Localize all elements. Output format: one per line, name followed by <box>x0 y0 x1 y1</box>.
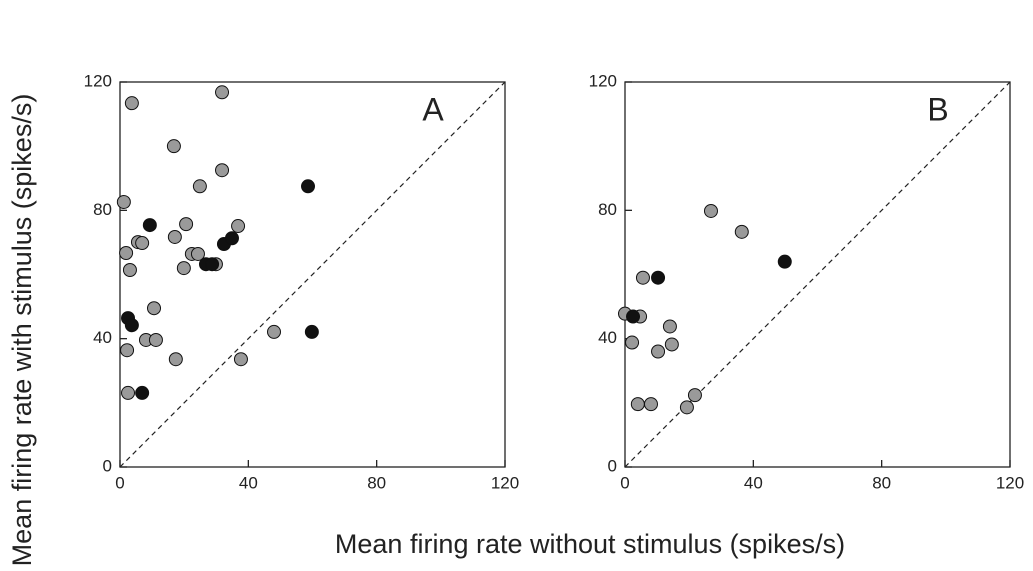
y-tick-label: 80 <box>598 200 617 219</box>
x-tick-label: 120 <box>491 473 519 492</box>
y-tick-label: 120 <box>589 71 617 90</box>
data-point <box>119 246 134 261</box>
data-point <box>192 179 207 194</box>
panel-label: A <box>422 91 444 127</box>
y-tick-label: 120 <box>84 71 112 90</box>
data-point <box>734 224 749 239</box>
data-point <box>135 236 150 251</box>
plot-frame <box>119 81 506 468</box>
data-point <box>142 218 157 233</box>
y-tick-label: 40 <box>598 328 617 347</box>
data-point <box>703 203 718 218</box>
x-tick-label: 80 <box>367 473 386 492</box>
data-point <box>215 85 230 100</box>
data-point <box>124 96 139 111</box>
y-tick-label: 40 <box>93 328 112 347</box>
y-tick-label: 0 <box>103 456 112 475</box>
data-point <box>635 270 650 285</box>
data-point <box>625 335 640 350</box>
data-point <box>231 219 246 234</box>
data-point <box>124 318 139 333</box>
x-tick-label: 0 <box>115 473 124 492</box>
data-point <box>664 337 679 352</box>
panel-label: B <box>927 91 948 127</box>
data-point <box>122 263 137 278</box>
x-tick-label: 0 <box>620 473 629 492</box>
data-point <box>630 397 645 412</box>
data-point <box>147 301 162 316</box>
data-point <box>120 343 135 358</box>
data-point <box>643 397 658 412</box>
y-axis-label: Mean firing rate with stimulus (spikes/s… <box>7 94 37 567</box>
data-point <box>166 139 181 154</box>
data-point <box>687 388 702 403</box>
plot-frame <box>624 81 1011 468</box>
data-point <box>679 400 694 415</box>
data-point <box>301 179 316 194</box>
data-point <box>121 385 136 400</box>
y-tick-label: 0 <box>608 456 617 475</box>
x-tick-label: 120 <box>996 473 1024 492</box>
data-point <box>167 229 182 244</box>
x-tick-label: 40 <box>744 473 763 492</box>
data-point <box>233 352 248 367</box>
data-point <box>662 319 677 334</box>
x-axis-label: Mean firing rate without stimulus (spike… <box>335 529 845 559</box>
data-point <box>116 194 131 209</box>
data-point <box>651 270 666 285</box>
data-point <box>777 254 792 269</box>
data-point <box>224 231 239 246</box>
data-point <box>179 217 194 232</box>
x-tick-label: 40 <box>239 473 258 492</box>
data-point <box>626 309 641 324</box>
data-point <box>304 324 319 339</box>
data-point <box>267 324 281 339</box>
data-point <box>190 246 205 261</box>
data-point <box>176 261 191 276</box>
data-point <box>205 257 220 272</box>
data-point <box>651 344 666 359</box>
x-tick-label: 80 <box>872 473 891 492</box>
data-point <box>148 332 163 347</box>
data-point <box>135 385 150 400</box>
y-tick-label: 80 <box>93 200 112 219</box>
identity-line <box>119 81 506 468</box>
data-point <box>215 163 230 178</box>
data-point <box>168 352 183 367</box>
